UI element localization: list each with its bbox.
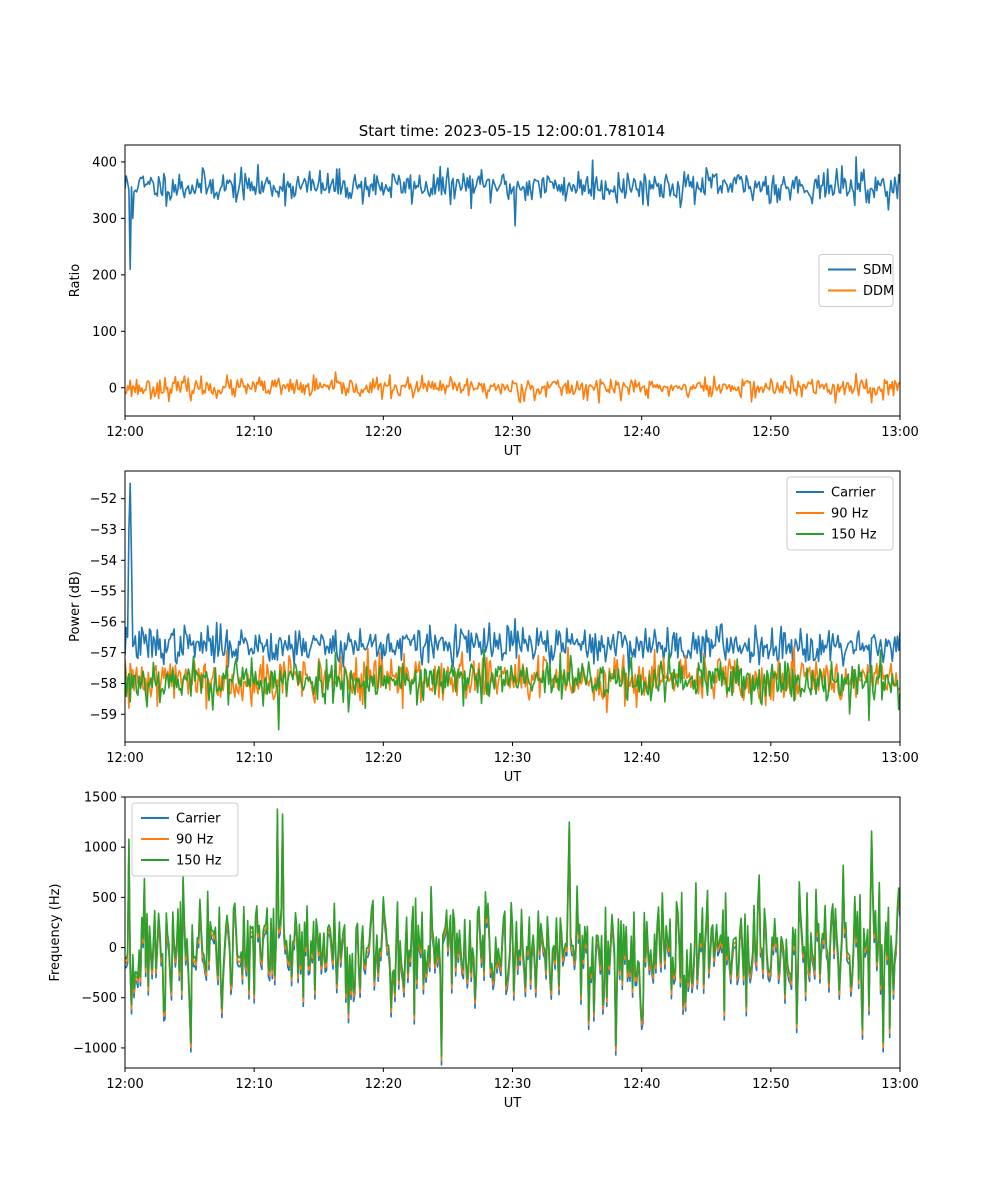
y-tick-label: 1500 — [84, 791, 117, 806]
x-tick-label: 12:10 — [235, 751, 272, 766]
power-panel: 12:00 12:10 12:20 12:30 12:40 12:50 13:00 −52 −5… — [68, 470, 919, 785]
axes-frame — [124, 470, 901, 743]
x-tick-label: 12:30 — [494, 1077, 531, 1092]
series-line-90-hz — [125, 645, 900, 714]
axes-frame — [124, 144, 901, 417]
y-tick-label: −57 — [90, 646, 117, 661]
x-tick-label: 12:30 — [494, 751, 531, 766]
x-tick-label: 12:10 — [235, 1077, 272, 1092]
y-tick-label: 1000 — [84, 841, 117, 856]
y-tick-label: −500 — [81, 991, 117, 1006]
series-line-sdm — [125, 156, 900, 270]
x-tick-label: 12:00 — [106, 425, 143, 440]
y-tick-label: 200 — [92, 268, 117, 283]
x-tick-label: 12:50 — [752, 1077, 789, 1092]
y-tick-label: 0 — [109, 941, 117, 956]
x-tick-label: 12:10 — [235, 425, 272, 440]
y-tick-label: −52 — [90, 492, 117, 507]
legend-label: DDM — [863, 284, 894, 299]
x-tick-label: 12:40 — [623, 751, 660, 766]
y-tick-label: −1000 — [73, 1041, 117, 1056]
x-tick-label: 13:00 — [881, 425, 918, 440]
series-line-ddm — [125, 371, 900, 404]
legend-label: 90 Hz — [176, 833, 213, 848]
legend: SDM DDM — [818, 254, 894, 307]
legend-label: 150 Hz — [831, 528, 877, 543]
series-line-carrier — [125, 482, 900, 675]
y-axis-label: Power (dB) — [68, 571, 83, 642]
y-tick-label: −54 — [90, 554, 117, 569]
y-tick-label: 0 — [109, 381, 117, 396]
legend-box — [131, 802, 239, 877]
ratio-panel: 12:00 12:10 12:20 12:30 12:40 12:50 13:00 400 30… — [68, 144, 919, 459]
series-line-150-hz — [125, 808, 900, 1057]
figure-title: Start time: 2023-05-15 12:00:01.781014 — [359, 122, 665, 140]
y-tick-label: −58 — [90, 677, 117, 692]
y-tick-label: 500 — [92, 891, 117, 906]
legend-label: 90 Hz — [831, 507, 868, 522]
legend-label: SDM — [863, 263, 892, 278]
legend-label: Carrier — [176, 812, 221, 827]
x-axis-label: UT — [504, 444, 522, 459]
legend-box — [786, 476, 894, 551]
x-axis-label: UT — [504, 1096, 522, 1111]
y-axis-label: Ratio — [68, 264, 83, 297]
y-tick-label: −56 — [90, 615, 117, 630]
legend-box — [818, 254, 894, 307]
x-tick-label: 12:50 — [752, 751, 789, 766]
x-tick-label: 12:00 — [106, 1077, 143, 1092]
y-tick-label: 100 — [92, 325, 117, 340]
y-tick-label: 400 — [92, 155, 117, 170]
y-tick-label: −59 — [90, 708, 117, 723]
x-tick-label: 12:50 — [752, 425, 789, 440]
x-axis-label: UT — [504, 770, 522, 785]
legend-label: Carrier — [831, 486, 876, 501]
series-group — [125, 156, 900, 404]
y-tick-label: −55 — [90, 585, 117, 600]
x-tick-label: 12:20 — [365, 425, 402, 440]
x-tick-label: 12:40 — [623, 1077, 660, 1092]
x-tick-label: 12:30 — [494, 425, 531, 440]
y-axis-label: Frequency (Hz) — [48, 883, 63, 981]
legend: Carrier 90 Hz 150 Hz — [131, 802, 239, 877]
y-tick-label: 300 — [92, 212, 117, 227]
series-line-150-hz — [125, 649, 900, 731]
series-group — [125, 808, 900, 1066]
x-tick-label: 13:00 — [881, 751, 918, 766]
legend-label: 150 Hz — [176, 854, 222, 869]
x-tick-label: 13:00 — [881, 1077, 918, 1092]
x-tick-label: 12:20 — [365, 751, 402, 766]
x-tick-label: 12:00 — [106, 751, 143, 766]
legend: Carrier 90 Hz 150 Hz — [786, 476, 894, 551]
y-tick-label: −53 — [90, 523, 117, 538]
series-group — [125, 482, 900, 731]
x-tick-label: 12:40 — [623, 425, 660, 440]
x-tick-label: 12:20 — [365, 1077, 402, 1092]
frequency-panel: 12:00 12:10 12:20 12:30 12:40 12:50 13:00 1500 1… — [48, 791, 919, 1112]
